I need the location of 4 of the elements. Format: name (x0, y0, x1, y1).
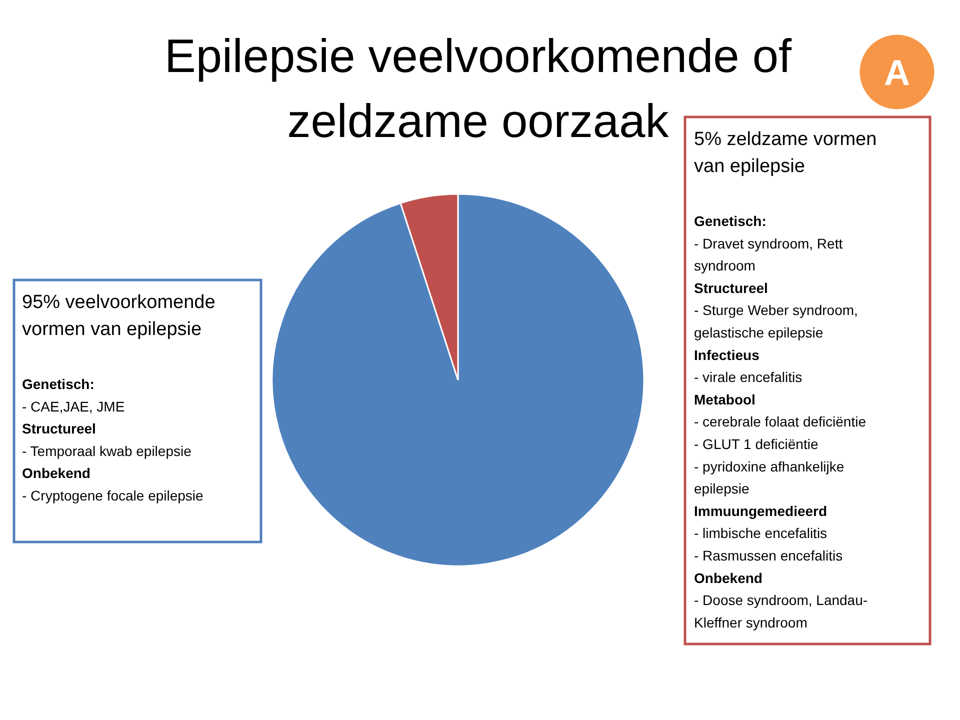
text: 5% zeldzame vormen van epilepsie Genetisch: - Dravet syndroom, Rett syndroom Structureel - Sturge Weber syndroom, gelastische epilepsie Infectieus - virale encefalitis Metabool - cerebrale folaat deficiëntie - GLUT 1 deficiëntie - pyridoxine afhankelijke epilepsie Immuungemedieerd - limbische encefalitis - Rasmussen encefalitis Onbekend - Doose syndroom, Landau- Kleffner syndroom (694, 129, 877, 630)
text: 95% veelvoorkomende vormen van epilepsie Genetisch: - CAE,JAE, JME Structureel - Temporaal kwab epilepsie Onbekend - Cryptogene focale epilepsie (22, 292, 216, 504)
text: A (884, 52, 910, 93)
pie-slice (271, 193, 645, 567)
